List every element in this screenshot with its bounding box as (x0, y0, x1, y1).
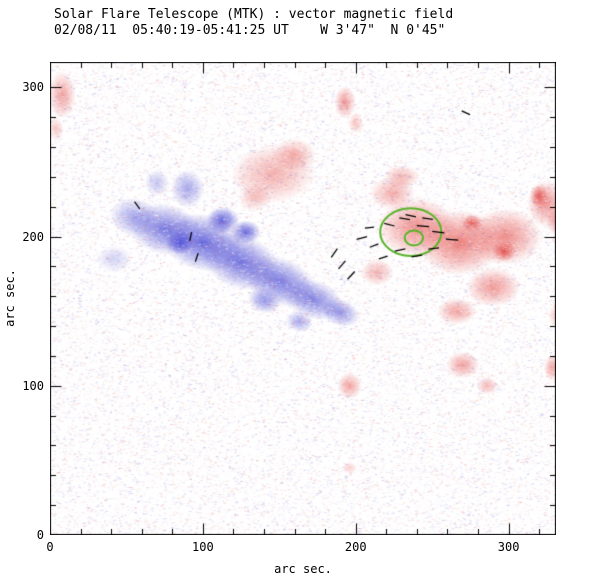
x-tick-label: 0 (46, 540, 54, 554)
x-axis-label: arc sec. (274, 562, 332, 576)
chart-title: Solar Flare Telescope (MTK) : vector mag… (54, 7, 454, 22)
x-tick-label: 100 (192, 540, 214, 554)
y-tick-label: 100 (22, 378, 44, 393)
x-tick-label: 200 (344, 540, 367, 554)
y-tick-label: 300 (22, 80, 44, 95)
x-tick-label: 300 (497, 540, 520, 554)
y-axis-label: arc sec. (3, 269, 17, 327)
magnetogram-canvas (50, 62, 556, 535)
y-tick-label: 200 (22, 229, 44, 244)
y-tick-label: 0 (36, 528, 44, 542)
chart-subtitle: 02/08/11 05:40:19-05:41:25 UT W 3'47" N … (54, 23, 446, 38)
